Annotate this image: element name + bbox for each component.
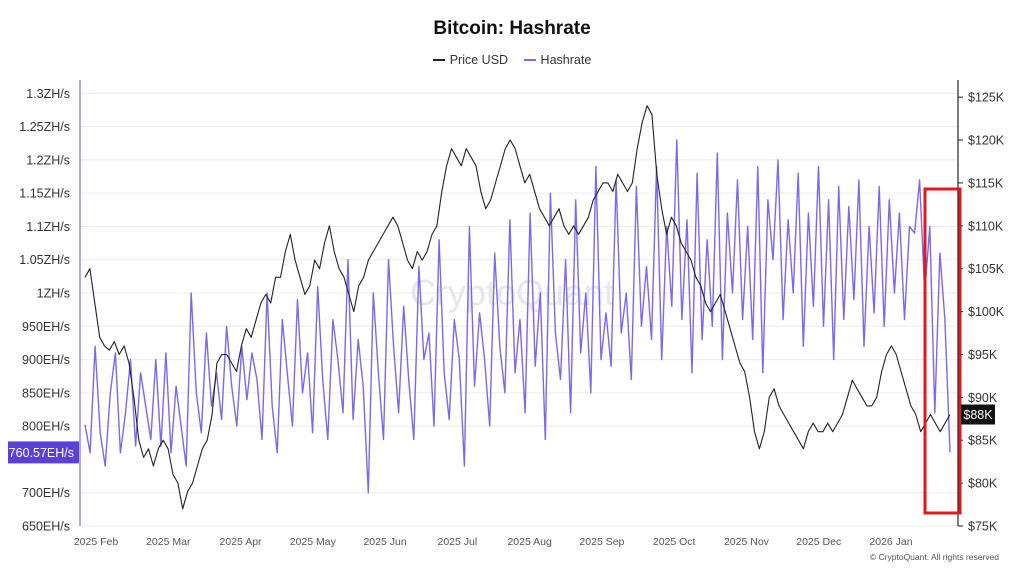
right-tick-label: $95K: [968, 348, 998, 362]
price-current-label: $88K: [963, 408, 993, 422]
x-tick-label: 2025 Jun: [363, 536, 406, 548]
chart-title: Bitcoin: Hashrate: [433, 18, 591, 39]
left-tick-label: 950EH/s: [22, 320, 70, 334]
hashrate-current-label: 760.57EH/s: [9, 446, 74, 460]
left-tick-label: 1.2ZH/s: [26, 153, 70, 167]
right-tick-label: $100K: [968, 305, 1005, 319]
x-tick-label: 2025 Dec: [796, 536, 841, 548]
legend-item-price[interactable]: Price USD: [432, 53, 509, 67]
left-tick-label: 1.15ZH/s: [19, 187, 70, 201]
price-line: [84, 105, 951, 510]
right-tick-label: $80K: [968, 477, 998, 491]
copyright-credit: © CryptoQuant. All rights reserved: [869, 552, 999, 562]
left-tick-label: 650EH/s: [22, 520, 70, 534]
x-tick-label: 2025 May: [290, 536, 337, 548]
left-tick-label: 700EH/s: [22, 486, 70, 500]
current-value-badges: 760.57EH/s $88K: [8, 404, 995, 464]
left-tick-label: 900EH/s: [22, 353, 70, 367]
x-tick-label: 2025 Feb: [74, 536, 119, 548]
highlight-box: [923, 187, 962, 515]
left-tick-label: 1.1ZH/s: [26, 220, 70, 234]
legend-item-hashrate[interactable]: Hashrate: [523, 53, 592, 67]
x-tick-label: 2025 Jul: [438, 536, 478, 548]
price-current-badge: [961, 404, 995, 425]
hashrate-line: [84, 139, 951, 494]
x-tick-label: 2025 Apr: [220, 536, 263, 548]
right-tick-label: $105K: [968, 262, 1005, 276]
right-tick-label: $110K: [968, 219, 1004, 233]
legend-price-swatch: [432, 59, 445, 61]
right-tick-label: $125K: [968, 91, 1005, 105]
right-tick-label: $90K: [968, 391, 998, 405]
left-tick-label: 1.25ZH/s: [19, 120, 70, 134]
left-axis-ticks: 1.3ZH/s 1.25ZH/s 1.2ZH/s 1.15ZH/s 1.1ZH/s 1.0…: [19, 87, 70, 534]
x-tick-label: 2025 Sep: [579, 536, 624, 548]
legend-price-label: Price USD: [449, 53, 509, 67]
left-tick-label: 1ZH/s: [37, 287, 70, 301]
x-tick-label: 2025 Aug: [507, 536, 552, 548]
x-axis-ticks: 2025 Feb 2025 Mar 2025 Apr 2025 May 2025 Jun…: [74, 536, 913, 548]
left-tick-label: 1.05ZH/s: [19, 253, 70, 267]
right-tick-label: $85K: [968, 434, 998, 448]
left-tick-label: 1.3ZH/s: [26, 87, 70, 101]
x-tick-label: 2025 Mar: [146, 536, 191, 548]
x-tick-label: 2025 Nov: [724, 536, 770, 548]
x-tick-label: 2025 Oct: [653, 536, 696, 548]
hashrate-current-badge: [8, 441, 79, 464]
left-tick-label: 800EH/s: [22, 420, 70, 434]
legend-hashrate-swatch: [523, 59, 536, 61]
x-tick-label: 2026 Jan: [869, 536, 912, 548]
right-axis-ticks: $125K $120K $115K $110K $105K $100K $95K $90K $8…: [958, 91, 1005, 534]
right-tick-label: $115K: [968, 176, 1004, 190]
left-tick-label: 850EH/s: [22, 386, 70, 400]
chart-legend: Price USD Hashrate: [0, 50, 1024, 67]
legend-hashrate-label: Hashrate: [540, 53, 592, 67]
right-tick-label: $75K: [968, 520, 998, 534]
right-tick-label: $120K: [968, 134, 1005, 148]
